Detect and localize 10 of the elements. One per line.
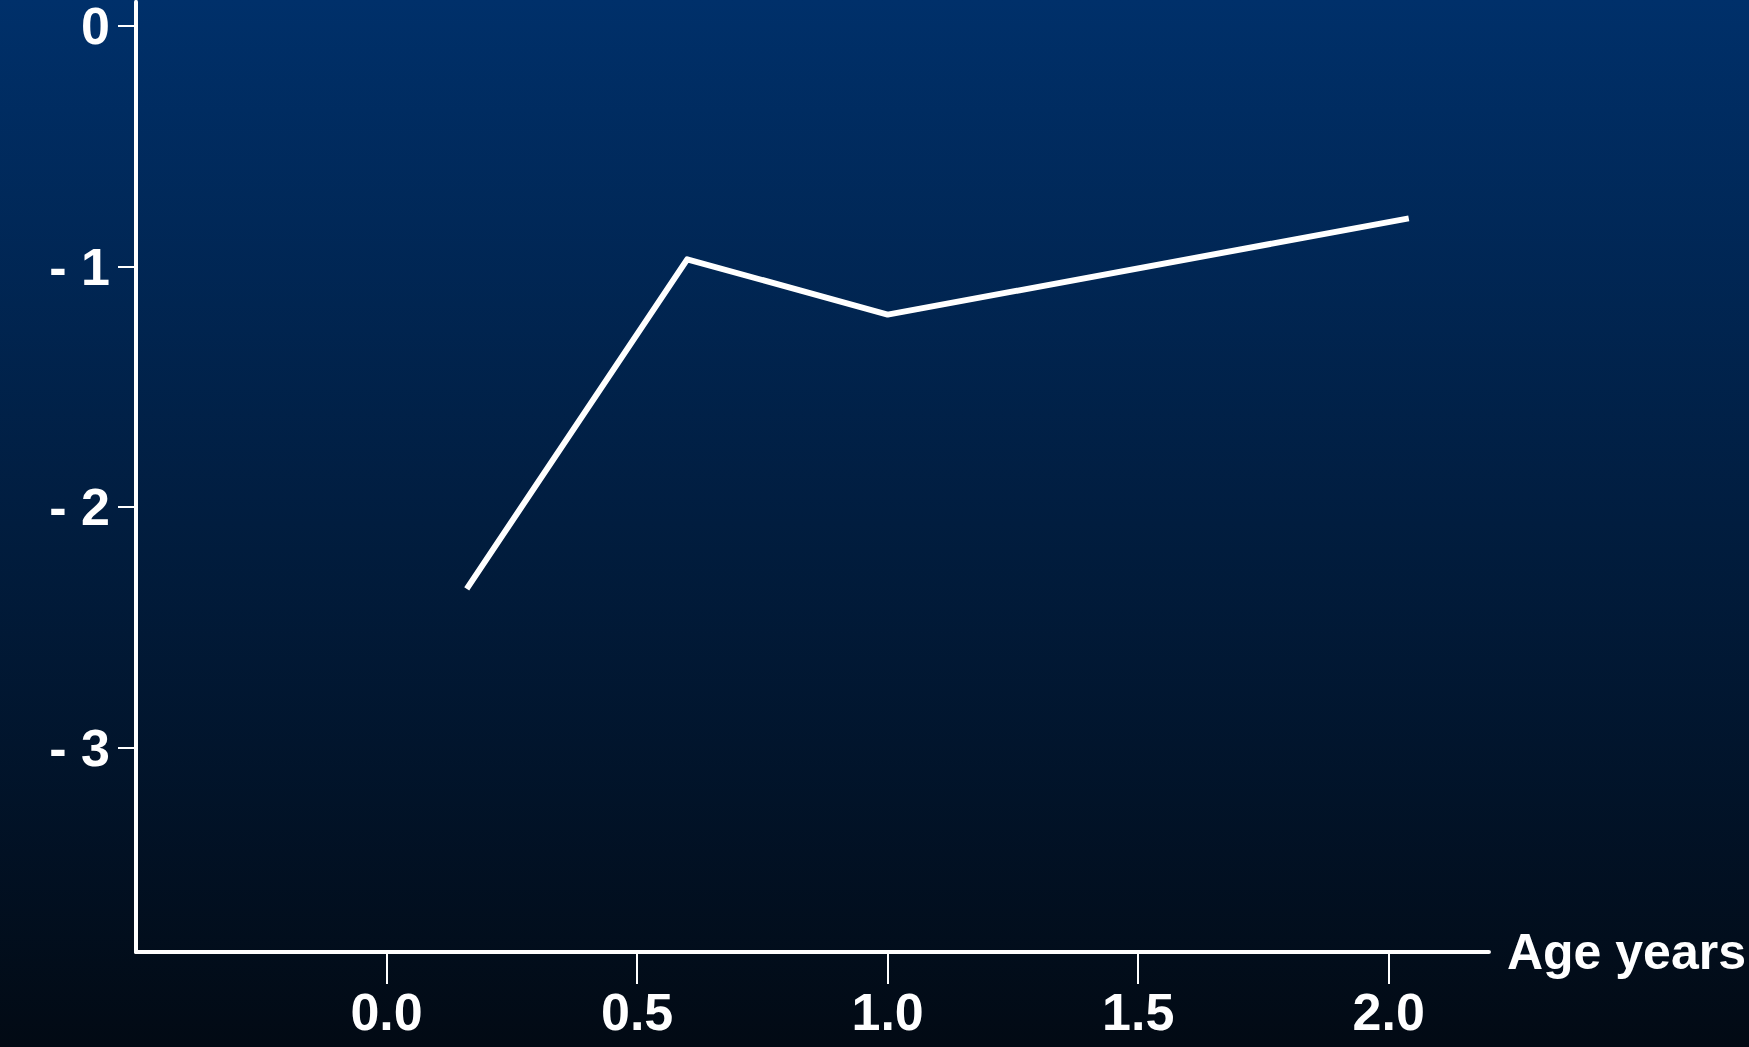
y-tick-label: - 1 xyxy=(49,237,110,296)
y-tick-label: - 3 xyxy=(49,718,110,777)
x-tick-label: 2.0 xyxy=(1352,983,1425,1041)
x-tick-label: 0.0 xyxy=(350,983,423,1041)
y-tick-label: - 2 xyxy=(49,478,110,537)
x-tick-label: 0.5 xyxy=(600,983,674,1041)
y-tick-label: 0 xyxy=(81,0,110,55)
x-tick-label: 1.5 xyxy=(1102,983,1175,1041)
x-axis-title: Age years xyxy=(1506,924,1747,980)
x-tick-label: 1.0 xyxy=(851,983,924,1041)
